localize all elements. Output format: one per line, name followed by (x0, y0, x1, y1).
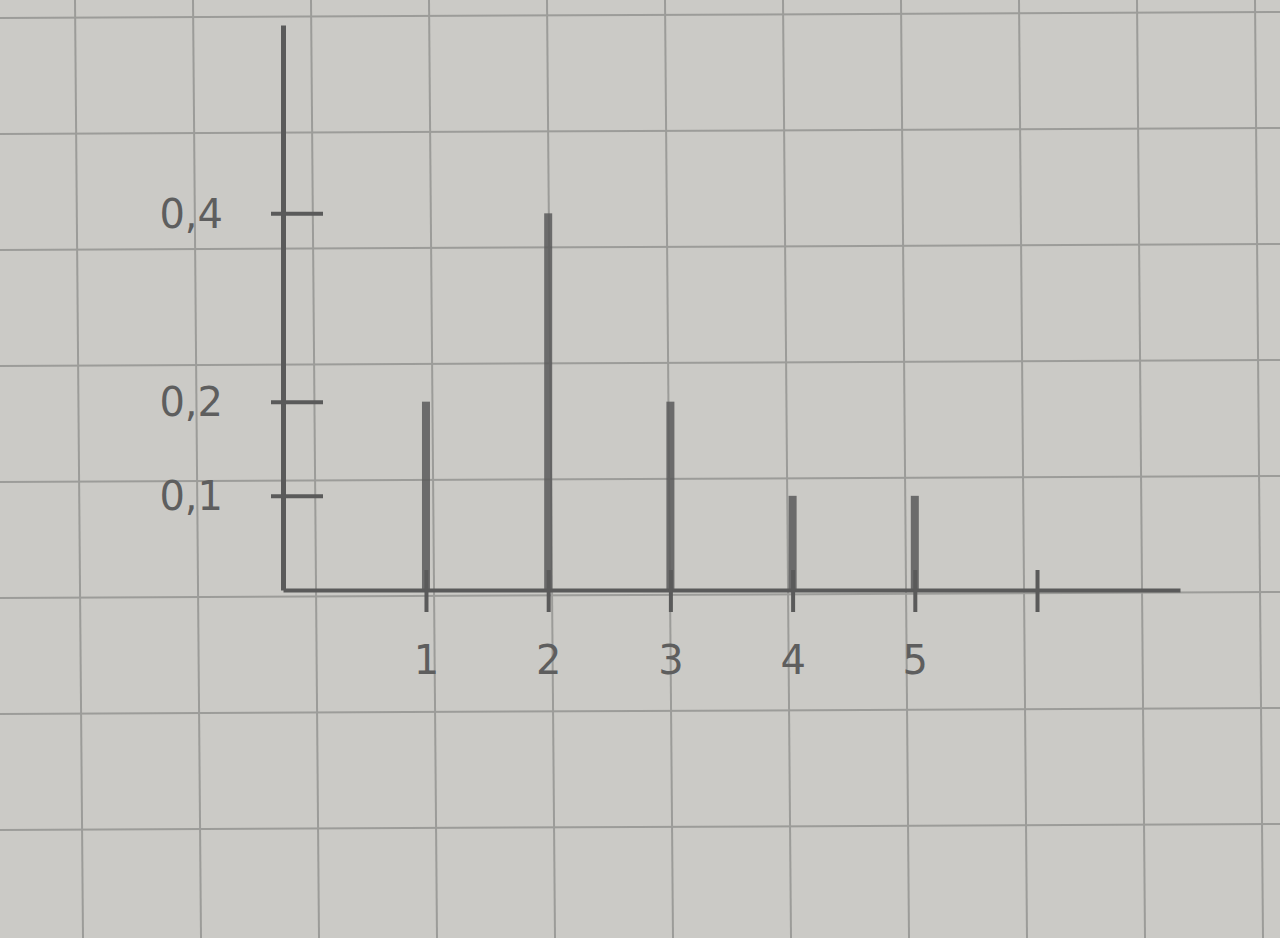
x-tick-mark (913, 570, 917, 612)
paper-line (193, 0, 201, 938)
bar (666, 402, 674, 590)
bars (422, 213, 919, 590)
x-tick-mark (547, 570, 551, 612)
y-tick-mark (271, 494, 323, 498)
paper-line (429, 0, 437, 938)
x-tick: 2 (536, 570, 561, 683)
paper-line (901, 0, 909, 938)
y-tick-label: 0,2 (159, 379, 223, 425)
bar (544, 213, 552, 590)
x-tick: 3 (658, 570, 683, 683)
chart: 0,1 0,2 0,4 1 2 3 4 5 (0, 0, 1280, 938)
x-tick-label: 4 (780, 637, 805, 683)
paper-line (0, 824, 1280, 830)
paper-line (0, 128, 1280, 134)
bar (422, 402, 430, 590)
x-tick: 5 (903, 570, 928, 683)
x-tick (1037, 570, 1038, 612)
x-tick-mark (1036, 570, 1040, 612)
paper-line (1255, 0, 1263, 938)
paper-bg (0, 0, 1280, 938)
paper-line (0, 360, 1280, 366)
x-axis: 1 2 3 4 5 (284, 570, 1181, 683)
paper-line (0, 244, 1280, 250)
x-axis-line (284, 589, 1181, 593)
x-tick-label: 2 (536, 637, 561, 683)
y-tick-label: 0,1 (159, 473, 223, 519)
paper (0, 0, 1280, 938)
x-tick: 4 (780, 570, 805, 683)
paper-line (783, 0, 791, 938)
paper-line (75, 0, 83, 938)
y-axis-line (281, 26, 286, 591)
x-tick-label: 3 (658, 637, 683, 683)
paper-line (0, 12, 1280, 18)
x-tick-label: 1 (414, 637, 439, 683)
paper-line (0, 592, 1280, 598)
x-tick-mark (424, 570, 428, 612)
x-tick-mark (669, 570, 673, 612)
y-tick-mark (271, 212, 323, 216)
y-axis: 0,1 0,2 0,4 (159, 26, 323, 591)
paper-line (0, 708, 1280, 714)
paper-line (1137, 0, 1145, 938)
x-tick: 1 (414, 570, 439, 683)
x-tick-label: 5 (903, 637, 928, 683)
y-tick: 0,1 (159, 473, 323, 519)
x-tick-mark (791, 570, 795, 612)
y-tick: 0,4 (159, 191, 323, 237)
paper-line (311, 0, 319, 938)
y-tick-mark (271, 400, 323, 404)
y-tick-label: 0,4 (159, 191, 223, 237)
paper-line (1019, 0, 1027, 938)
y-tick: 0,2 (159, 379, 323, 425)
